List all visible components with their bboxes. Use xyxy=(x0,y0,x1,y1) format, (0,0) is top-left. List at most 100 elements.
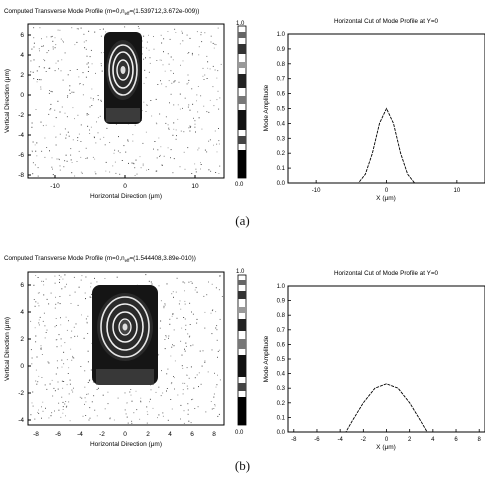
noise-speck xyxy=(161,165,163,166)
noise-speck xyxy=(61,359,63,361)
noise-speck xyxy=(151,115,153,117)
noise-speck xyxy=(159,59,161,61)
noise-speck xyxy=(193,387,195,389)
noise-speck xyxy=(200,162,201,164)
noise-speck xyxy=(60,416,62,418)
noise-speck xyxy=(200,383,202,385)
noise-speck xyxy=(216,151,218,153)
noise-speck xyxy=(61,366,63,368)
noise-speck xyxy=(107,403,109,405)
noise-speck xyxy=(70,154,72,156)
noise-speck xyxy=(219,379,221,381)
noise-speck xyxy=(60,345,62,347)
noise-speck xyxy=(155,98,157,100)
noise-speck xyxy=(90,369,92,371)
noise-speck xyxy=(161,164,163,166)
noise-speck xyxy=(86,63,88,65)
noise-speck xyxy=(213,105,215,107)
cut-b-ytick-label: 1.0 xyxy=(277,284,286,290)
profile-b-xtick: -8 xyxy=(33,431,39,438)
cut-a-ytick-label: 0.7 xyxy=(277,77,286,83)
noise-speck xyxy=(42,410,44,412)
noise-speck xyxy=(219,349,221,351)
noise-speck xyxy=(56,360,58,362)
noise-speck xyxy=(195,131,196,133)
noise-speck xyxy=(165,86,167,88)
noise-speck xyxy=(135,159,137,161)
noise-speck xyxy=(210,312,212,314)
noise-speck xyxy=(197,149,199,151)
noise-speck xyxy=(189,130,191,132)
noise-speck xyxy=(30,414,32,416)
noise-speck xyxy=(102,394,104,396)
noise-speck xyxy=(189,126,191,128)
noise-speck xyxy=(47,361,49,363)
noise-speck xyxy=(171,382,173,384)
noise-speck xyxy=(215,327,217,329)
noise-speck xyxy=(64,112,66,114)
noise-speck xyxy=(137,26,139,27)
cut-b-ytick-label: 0.7 xyxy=(277,328,286,334)
noise-speck xyxy=(40,88,42,90)
noise-speck xyxy=(62,409,64,410)
noise-speck xyxy=(37,167,39,169)
noise-speck xyxy=(217,374,218,376)
noise-speck xyxy=(178,303,180,305)
noise-speck xyxy=(45,407,46,409)
noise-speck xyxy=(167,147,169,149)
noise-speck xyxy=(50,103,52,105)
profile-b-ylabel: Vertical Direction (μm) xyxy=(4,317,11,381)
cut-b-xtick-label: -6 xyxy=(314,437,320,443)
noise-speck xyxy=(70,348,72,350)
noise-speck xyxy=(30,320,32,322)
noise-speck xyxy=(140,401,142,403)
noise-speck xyxy=(189,37,191,39)
noise-speck xyxy=(89,133,91,134)
noise-speck xyxy=(182,389,184,391)
noise-speck xyxy=(144,69,146,71)
noise-speck xyxy=(49,383,51,385)
noise-speck xyxy=(184,290,185,292)
noise-speck xyxy=(218,413,220,415)
noise-speck xyxy=(45,332,47,333)
noise-speck xyxy=(40,347,42,349)
cut-b-ytick-label: 0.2 xyxy=(277,401,286,407)
noise-speck xyxy=(170,383,172,385)
noise-speck xyxy=(86,393,88,395)
noise-speck xyxy=(185,324,187,326)
noise-speck xyxy=(173,345,175,347)
noise-speck xyxy=(161,370,162,372)
noise-speck xyxy=(62,278,64,280)
noise-speck xyxy=(72,355,74,357)
profile-b-xtick: -4 xyxy=(77,431,83,438)
noise-speck xyxy=(191,399,192,401)
noise-speck xyxy=(177,394,179,396)
noise-speck xyxy=(128,162,129,164)
noise-speck xyxy=(41,38,42,40)
noise-speck xyxy=(116,276,118,278)
noise-speck xyxy=(44,156,46,158)
noise-speck xyxy=(97,95,99,96)
noise-speck xyxy=(154,141,156,142)
profile-a-xtick: 0 xyxy=(123,183,127,190)
profile-a-noise xyxy=(30,26,222,177)
noise-speck xyxy=(64,274,66,276)
cut-b-xtick-label: -8 xyxy=(291,437,297,443)
noise-speck xyxy=(79,83,80,85)
noise-speck xyxy=(153,148,154,150)
noise-speck xyxy=(30,60,32,62)
noise-speck xyxy=(217,356,218,358)
noise-speck xyxy=(168,129,170,130)
noise-speck xyxy=(145,274,147,276)
noise-speck xyxy=(54,410,55,412)
noise-speck xyxy=(180,340,182,342)
noise-speck xyxy=(168,80,170,82)
noise-speck xyxy=(41,417,42,419)
noise-speck xyxy=(84,370,86,372)
noise-speck xyxy=(81,314,82,316)
noise-speck xyxy=(54,70,56,72)
noise-speck xyxy=(76,28,78,30)
noise-speck xyxy=(168,335,170,337)
noise-speck xyxy=(165,336,167,338)
noise-speck xyxy=(56,346,58,348)
